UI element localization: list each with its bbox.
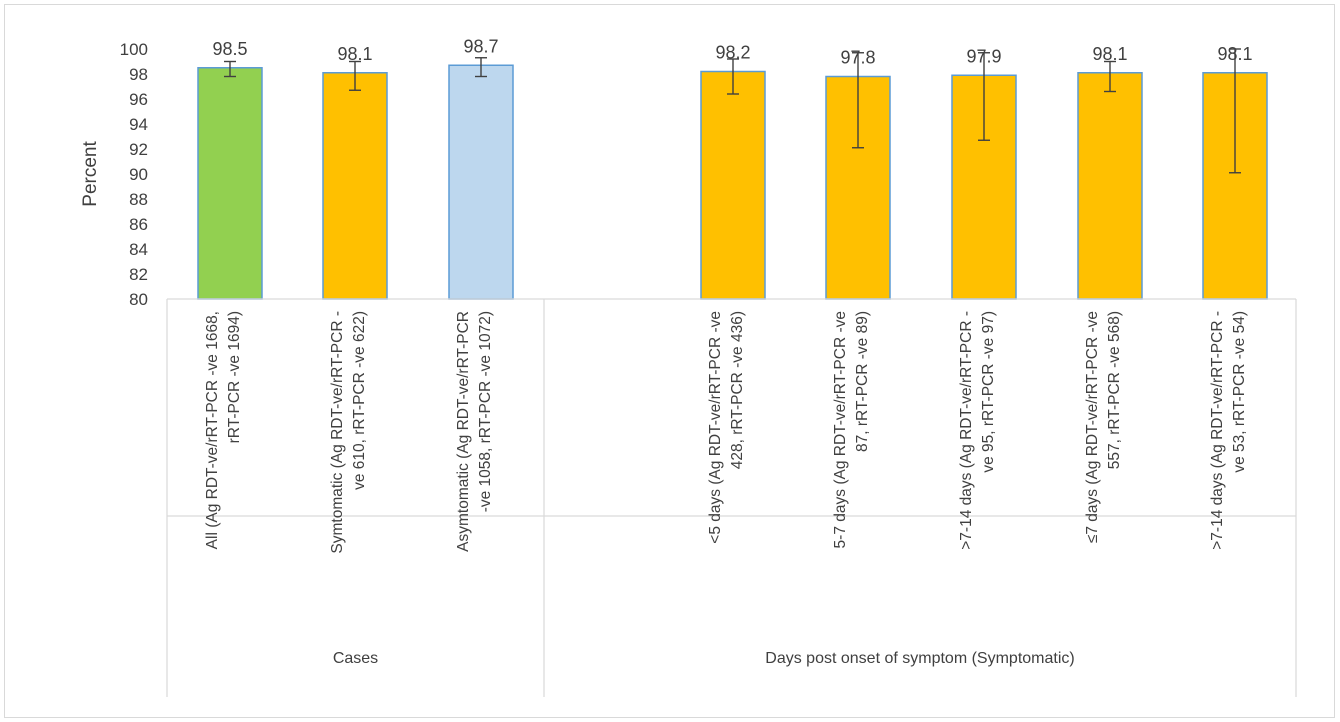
x-category-label: >7-14 days (Ag RDT-ve/rRT-PCR - ve 53, rR… bbox=[1209, 311, 1248, 550]
data-label: 98.2 bbox=[715, 43, 750, 63]
x-category-label-line: ve 610, rRT-PCR -ve 622) bbox=[351, 311, 368, 490]
error-bar bbox=[475, 57, 487, 78]
data-label: 98.1 bbox=[337, 44, 372, 64]
x-category-label-line: All (Ag RDT-ve/rRT-PCR -ve 1668, bbox=[204, 311, 221, 549]
chart-frame bbox=[4, 4, 1335, 718]
bar bbox=[448, 64, 514, 300]
y-tick-label: 100 bbox=[120, 40, 148, 59]
x-category-label: 5-7 days (Ag RDT-ve/rRT-PCR -ve 87, rRT-P… bbox=[832, 311, 871, 548]
bar bbox=[1077, 72, 1143, 300]
x-category-label: Asymtomatic (Ag RDT-ve/rRT-PCR -ve 1058, … bbox=[455, 311, 494, 552]
error-bar bbox=[1104, 60, 1116, 93]
y-tick-label: 94 bbox=[129, 115, 148, 134]
error-bar bbox=[978, 52, 990, 141]
x-category-label: >7-14 days (Ag RDT-ve/rRT-PCR - ve 95, rR… bbox=[958, 311, 997, 550]
y-tick-label: 80 bbox=[129, 290, 148, 309]
error-bar bbox=[349, 60, 361, 91]
x-axis: All (Ag RDT-ve/rRT-PCR -ve 1668, rRT-PCR … bbox=[166, 298, 1297, 697]
x-category-label-line: >7-14 days (Ag RDT-ve/rRT-PCR - bbox=[1209, 311, 1226, 550]
x-category-label-line: 87, rRT-PCR -ve 89) bbox=[854, 311, 871, 452]
error-bars-group bbox=[224, 48, 1241, 174]
x-category-label: All (Ag RDT-ve/rRT-PCR -ve 1668, rRT-PCR … bbox=[204, 311, 243, 549]
y-tick-label: 88 bbox=[129, 190, 148, 209]
bars-group bbox=[197, 64, 1268, 300]
y-tick-label: 86 bbox=[129, 215, 148, 234]
x-category-label-line: Asymtomatic (Ag RDT-ve/rRT-PCR bbox=[455, 311, 472, 552]
x-category-label-line: ≤7 days (Ag RDT-ve/rRT-PCR -ve bbox=[1084, 311, 1101, 543]
y-axis: 80 82 84 86 88 90 92 94 96 98 100 bbox=[120, 40, 148, 309]
data-label: 98.7 bbox=[463, 36, 498, 56]
y-tick-label: 90 bbox=[129, 165, 148, 184]
x-category-label-line: >7-14 days (Ag RDT-ve/rRT-PCR - bbox=[958, 311, 975, 550]
bar bbox=[197, 67, 263, 300]
x-category-label-line: ve 53, rRT-PCR -ve 54) bbox=[1231, 311, 1248, 473]
x-group-label: Cases bbox=[333, 650, 378, 667]
y-tick-label: 98 bbox=[129, 65, 148, 84]
data-label: 97.9 bbox=[966, 46, 1001, 66]
x-category-label-line: -ve 1058, rRT-PCR -ve 1072) bbox=[477, 311, 494, 512]
bar bbox=[322, 72, 388, 300]
x-category-label-line: ve 95, rRT-PCR -ve 97) bbox=[980, 311, 997, 473]
x-category-label-line: 5-7 days (Ag RDT-ve/rRT-PCR -ve bbox=[832, 311, 849, 548]
y-tick-label: 96 bbox=[129, 90, 148, 109]
y-tick-label: 92 bbox=[129, 140, 148, 159]
y-tick-label: 82 bbox=[129, 265, 148, 284]
data-label: 97.8 bbox=[840, 48, 875, 68]
x-category-label: <5 days (Ag RDT-ve/rRT-PCR -ve 428, rRT-P… bbox=[707, 311, 746, 544]
data-label: 98.1 bbox=[1092, 44, 1127, 64]
error-bar bbox=[224, 60, 236, 78]
data-labels-group: 98.5 98.1 98.7 98.2 97.8 97.9 98.1 98.1 bbox=[212, 36, 1252, 67]
x-category-label: ≤7 days (Ag RDT-ve/rRT-PCR -ve 557, rRT-P… bbox=[1084, 311, 1123, 543]
x-category-label-line: Symtomatic (Ag RDT-ve/rRT-PCR - bbox=[329, 311, 346, 554]
x-category-label-line: rRT-PCR -ve 1694) bbox=[226, 311, 243, 443]
x-category-label-line: <5 days (Ag RDT-ve/rRT-PCR -ve bbox=[707, 311, 724, 544]
error-bar bbox=[1229, 48, 1241, 174]
x-group-label: Days post onset of symptom (Symptomatic) bbox=[765, 650, 1074, 667]
error-bar bbox=[727, 58, 739, 95]
x-category-label-line: 428, rRT-PCR -ve 436) bbox=[729, 311, 746, 469]
y-tick-label: 84 bbox=[129, 240, 148, 259]
data-label: 98.1 bbox=[1217, 44, 1252, 64]
x-category-label: Symtomatic (Ag RDT-ve/rRT-PCR - ve 610, r… bbox=[329, 311, 368, 554]
error-bar bbox=[852, 52, 864, 149]
y-axis-title: Percent bbox=[80, 141, 101, 207]
bar bbox=[700, 70, 766, 300]
data-label: 98.5 bbox=[212, 39, 247, 59]
x-category-label-line: 557, rRT-PCR -ve 568) bbox=[1106, 311, 1123, 469]
